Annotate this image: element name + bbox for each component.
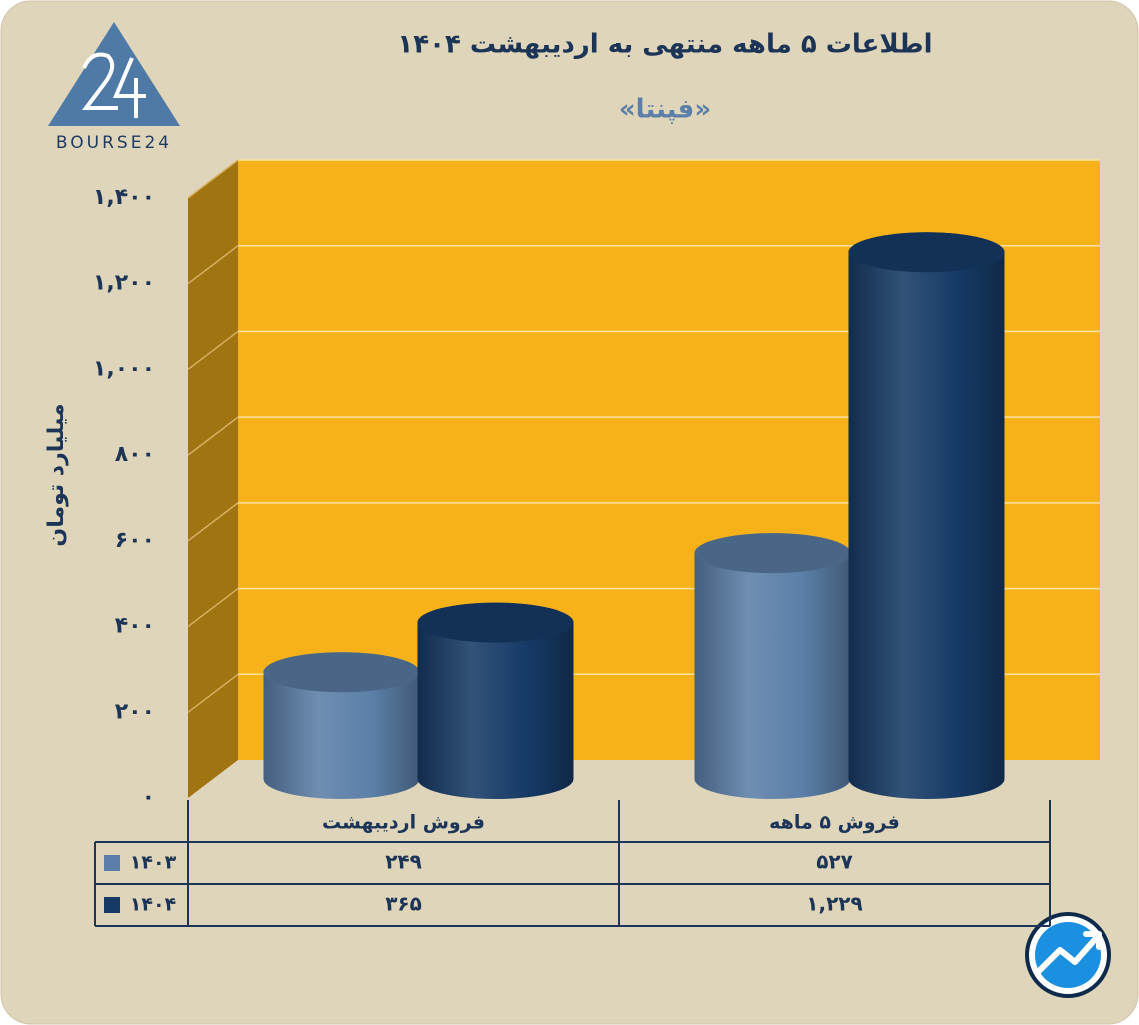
icon-arrow (1035, 931, 1102, 975)
legend-swatch (104, 855, 120, 871)
logo: BOURSE24 (48, 22, 180, 153)
corner-icon (1025, 912, 1111, 998)
category-label: فروش اردیبهشت (322, 812, 485, 834)
y-tick-label: ۸۰۰ (115, 442, 155, 467)
chart-title: اطلاعات ۵ ماهه منتهی به اردیبهشت ۱۴۰۴ (397, 30, 932, 60)
y-tick-label: ۱,۲۰۰ (93, 271, 155, 296)
legend-label: ۱۴۰۴ (130, 894, 176, 916)
grid-line-side (187, 502, 239, 542)
chart-subtitle: «فپنتا» (619, 95, 711, 125)
logo-text: BOURSE24 (56, 133, 172, 153)
y-tick-label: ۱,۰۰۰ (93, 356, 155, 381)
value-label: ۱,۲۲۹ (806, 892, 862, 916)
category-label: فروش ۵ ماهه (769, 812, 900, 834)
grid-line-side (187, 159, 239, 199)
y-tick-label: ۰ (142, 785, 155, 810)
value-label: ۵۲۷ (816, 850, 853, 874)
y-tick-label: ۲۰۰ (115, 699, 155, 724)
bar (848, 232, 1005, 799)
y-tick-label: ۴۰۰ (115, 614, 155, 639)
bar (694, 533, 851, 799)
bar-top (263, 652, 420, 693)
legend-swatch (104, 897, 120, 913)
grid-line-side (187, 245, 239, 285)
logo-mark (82, 52, 146, 118)
grid-line-side (187, 416, 239, 456)
bar-top (417, 602, 574, 643)
grid-line-side (187, 673, 239, 713)
grid-line-side (187, 587, 239, 628)
legend-label: ۱۴۰۳ (130, 852, 177, 874)
y-tick-label: ۶۰۰ (115, 528, 155, 553)
value-label: ۲۴۹ (385, 850, 422, 874)
value-label: ۳۶۵ (385, 892, 422, 916)
y-axis-label: میلیارد تومان (44, 403, 69, 546)
bar-top (694, 533, 851, 574)
bar-top (848, 232, 1005, 273)
y-tick-label: ۱,۴۰۰ (93, 185, 155, 210)
bar (417, 602, 574, 799)
side-wall (188, 160, 238, 798)
logo-triangle (48, 22, 180, 126)
grid-line-side (187, 330, 239, 371)
